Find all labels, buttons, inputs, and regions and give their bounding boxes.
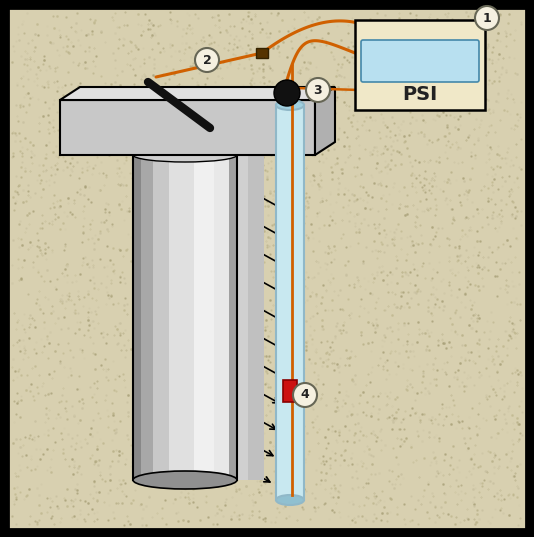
Circle shape xyxy=(195,48,219,72)
Bar xyxy=(153,155,169,480)
Ellipse shape xyxy=(276,100,304,110)
Circle shape xyxy=(475,6,499,30)
Bar xyxy=(276,105,304,500)
Bar xyxy=(232,155,248,480)
Ellipse shape xyxy=(276,495,304,505)
Bar xyxy=(214,155,232,480)
Text: 4: 4 xyxy=(301,388,309,402)
Bar xyxy=(256,48,268,58)
Text: PSI: PSI xyxy=(403,85,438,105)
Bar xyxy=(283,380,297,402)
Bar xyxy=(229,155,237,480)
Ellipse shape xyxy=(133,471,237,489)
Bar xyxy=(355,20,485,110)
Text: 1: 1 xyxy=(483,11,491,25)
Bar xyxy=(133,155,141,480)
Bar xyxy=(141,155,153,480)
Circle shape xyxy=(306,78,330,102)
Text: 2: 2 xyxy=(202,54,211,67)
Polygon shape xyxy=(60,87,335,100)
Bar xyxy=(169,155,194,480)
Ellipse shape xyxy=(133,148,237,162)
Bar xyxy=(248,155,264,480)
Text: 3: 3 xyxy=(313,83,323,97)
Polygon shape xyxy=(315,87,335,155)
FancyBboxPatch shape xyxy=(361,40,479,82)
Circle shape xyxy=(274,80,300,106)
Circle shape xyxy=(293,383,317,407)
Bar xyxy=(133,155,237,480)
Bar xyxy=(194,155,214,480)
Bar xyxy=(60,100,315,155)
